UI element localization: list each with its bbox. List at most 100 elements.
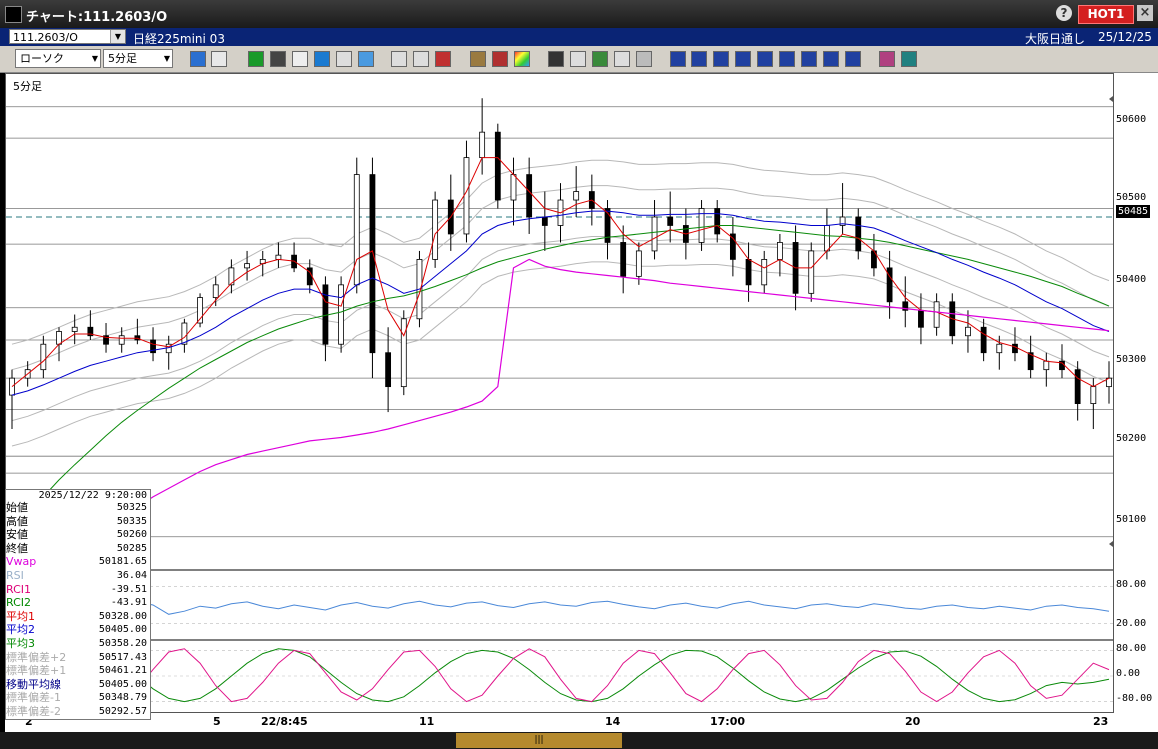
datapanel-label: 移動平均線 (6, 677, 61, 691)
tools-icon[interactable] (492, 51, 508, 67)
candle-body (651, 216, 658, 252)
datapanel-value: 50328.00 (98, 610, 147, 622)
symbol-info-bar: 111.2603/O ▼ 日経225mini 03 大阪日通し 25/12/25 (0, 28, 1158, 46)
candle-body (338, 284, 345, 345)
chart-type-value: ローソク (20, 52, 64, 65)
hl-icon[interactable] (757, 51, 773, 67)
help-icon[interactable]: ? (1056, 5, 1072, 21)
compare-icon[interactable] (614, 51, 630, 67)
candle-body (197, 297, 203, 324)
candle-body (761, 259, 768, 286)
symbol-select[interactable]: 111.2603/O ▼ (9, 29, 126, 44)
undo-icon[interactable] (314, 51, 330, 67)
candle-body (228, 267, 235, 286)
chart-toolbar: ローソク ▼ 5分足 ▼ (0, 46, 1158, 73)
candle-body (855, 216, 862, 252)
candlestick-chart (6, 96, 1113, 703)
close-icon[interactable]: × (1137, 5, 1153, 21)
datapanel-value: 50181.65 (98, 556, 147, 568)
candle-left-icon[interactable] (391, 51, 407, 67)
atr-icon[interactable] (779, 51, 795, 67)
ohlc-data-panel: 2025/12/22 9:20:00 始値 50325 高値 50335 安値 50260… (5, 489, 151, 720)
datapanel-label: RCI2 (6, 596, 32, 610)
mae-icon[interactable] (735, 51, 751, 67)
interval-select[interactable]: 5分足 ▼ (103, 49, 173, 68)
settings-icon[interactable] (470, 51, 486, 67)
candle-body (1090, 386, 1097, 404)
horizontal-scrollbar[interactable]: ||| (0, 732, 1158, 749)
candle-body (494, 131, 501, 201)
y-tick-label: 50300 (1116, 354, 1147, 365)
candle-body (56, 331, 62, 345)
datapanel-label: 始値 (6, 501, 28, 514)
candle-body (902, 301, 909, 311)
bar-chart-icon[interactable] (592, 51, 608, 67)
search-icon[interactable] (570, 51, 586, 67)
box-icon[interactable] (845, 51, 861, 67)
chevron-down-icon: ▼ (91, 54, 98, 63)
datapanel-value: 50517.43 (98, 651, 147, 663)
candle-body (745, 259, 752, 286)
candle-body (385, 352, 392, 388)
candle-body (996, 343, 1003, 354)
datapanel-label: 標準偏差-1 (6, 691, 61, 705)
all-icon[interactable] (435, 51, 451, 67)
candle-body (698, 208, 705, 243)
candle-body (118, 335, 125, 345)
hot-button[interactable]: HOT1 (1078, 5, 1134, 24)
zoom-icon[interactable] (190, 51, 206, 67)
candle-body (103, 335, 109, 345)
candle-body (181, 322, 188, 345)
candle-right-icon[interactable] (413, 51, 429, 67)
ma-icon[interactable] (691, 51, 707, 67)
download-icon[interactable] (548, 51, 564, 67)
trendline-icon[interactable] (248, 51, 264, 67)
info-icon[interactable] (636, 51, 652, 67)
candle-body (777, 242, 783, 260)
datapanel-row: 標準偏差-2 50292.57 (6, 705, 150, 719)
chart-app-icon (5, 6, 22, 23)
datapanel-label: Vwap (6, 555, 37, 569)
datapanel-row: 標準偏差+2 50517.43 (6, 651, 150, 665)
y-tick-label: 50100 (1116, 514, 1147, 525)
date-label: 25/12/25 (1098, 30, 1152, 44)
y-tick-label: 50500 (1116, 192, 1147, 203)
indicator-icon[interactable] (670, 51, 686, 67)
datapanel-value: 50405.00 (98, 678, 147, 690)
chevron-down-icon[interactable]: ▼ (110, 30, 125, 43)
candle-body (667, 216, 674, 226)
draw-pen-icon[interactable] (270, 51, 286, 67)
trash-icon[interactable] (358, 51, 374, 67)
osc-tick-label: 80.00 (1116, 643, 1147, 654)
datapanel-label: 安値 (6, 528, 28, 542)
datapanel-row: 標準偏差-1 50348.79 (6, 691, 150, 705)
log-icon[interactable] (879, 51, 895, 67)
psar-icon[interactable] (801, 51, 817, 67)
instrument-name: 日経225mini 03 (133, 32, 225, 46)
datapanel-label: 終値 (6, 541, 28, 555)
chart-type-select[interactable]: ローソク ▼ (15, 49, 101, 68)
symbol-value: 111.2603/O (13, 31, 78, 44)
export-icon[interactable] (901, 51, 917, 67)
pvt-icon[interactable] (823, 51, 839, 67)
bb-icon[interactable] (713, 51, 729, 67)
interval-label: 5分足 (13, 80, 42, 93)
datapanel-value: 50285 (116, 542, 147, 554)
scroll-thumb[interactable]: ||| (456, 733, 622, 748)
candle-body (1027, 352, 1034, 371)
datapanel-row: 高値 50335 (6, 515, 150, 529)
color-icon[interactable] (514, 51, 530, 67)
x-tick-label: 5 (213, 715, 221, 728)
cursor-icon[interactable] (292, 51, 308, 67)
datapanel-row: Vwap 50181.65 (6, 555, 150, 569)
candle-body (573, 191, 580, 201)
candle-body (212, 284, 219, 298)
note-icon[interactable] (336, 51, 352, 67)
chart-area[interactable]: 5分足 (5, 73, 1114, 713)
session-label: 大阪日通し (1025, 32, 1086, 46)
crosshair-icon[interactable] (211, 51, 227, 67)
chevron-down-icon: ▼ (163, 54, 170, 63)
datapanel-value: 50292.57 (98, 705, 147, 717)
candle-body (620, 242, 627, 277)
datapanel-value: 50358.20 (98, 637, 147, 649)
